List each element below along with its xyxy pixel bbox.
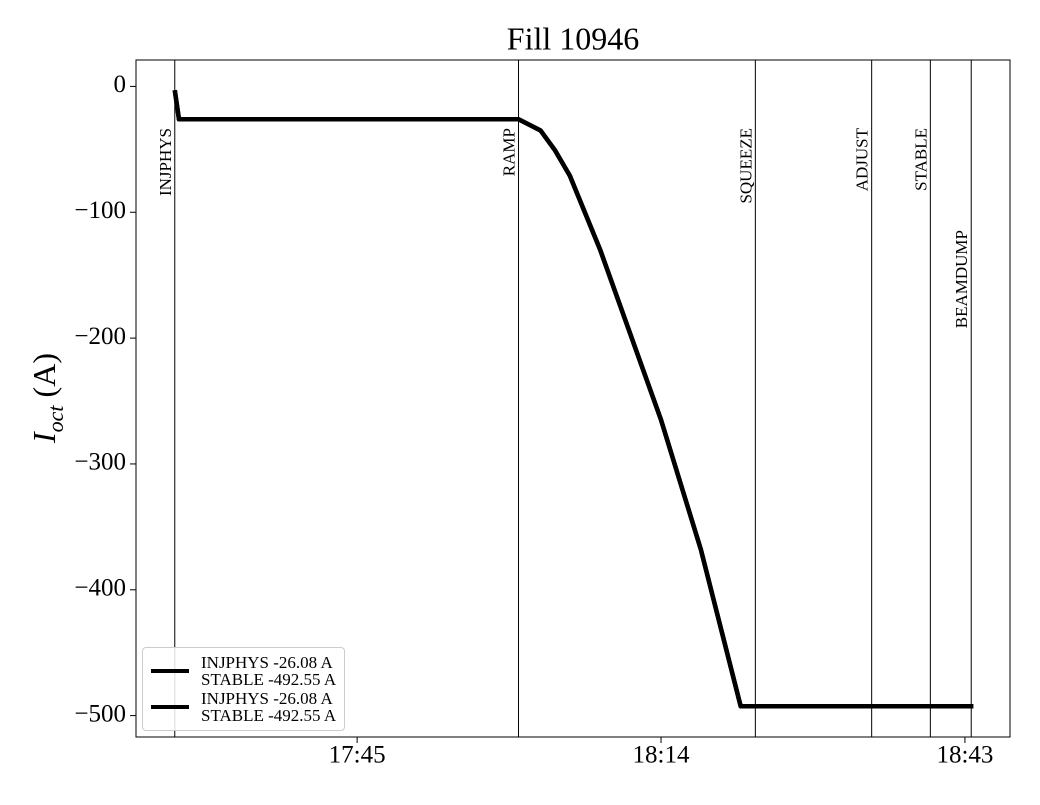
event-label: STABLE	[911, 128, 930, 191]
legend: INJPHYS -26.08 A STABLE -492.55 A INJPHYS…	[142, 647, 346, 731]
plot-frame	[135, 59, 1011, 738]
y-tick-label: −300	[74, 449, 126, 476]
y-axis-label: Ioct (A)	[26, 353, 68, 444]
y-tick-label: 0	[114, 71, 127, 98]
event-label: SQUEEZE	[736, 128, 755, 204]
legend-swatch	[151, 705, 189, 709]
legend-label: INJPHYS -26.08 A STABLE -492.55 A	[201, 653, 337, 689]
event-label: INJPHYS	[156, 128, 175, 196]
y-tick-label: −100	[74, 197, 126, 224]
legend-entry: INJPHYS -26.08 A STABLE -492.55 A	[151, 654, 336, 688]
x-tick-label: 17:45	[329, 742, 386, 769]
legend-swatch	[151, 669, 189, 673]
chart-title: Fill 10946	[507, 20, 639, 56]
legend-label: INJPHYS -26.08 A STABLE -492.55 A	[201, 689, 337, 725]
series-line	[172, 89, 974, 709]
y-tick-label: −500	[74, 700, 126, 727]
legend-entry: INJPHYS -26.08 A STABLE -492.55 A	[151, 690, 336, 724]
y-tick-label: −200	[74, 323, 126, 350]
event-label: BEAMDUMP	[952, 230, 971, 328]
y-tick-label: −400	[74, 575, 126, 602]
x-tick-label: 18:14	[633, 742, 690, 769]
event-label: RAMP	[500, 128, 519, 176]
x-tick-label: 18:43	[936, 742, 993, 769]
event-label: ADJUST	[853, 127, 872, 191]
